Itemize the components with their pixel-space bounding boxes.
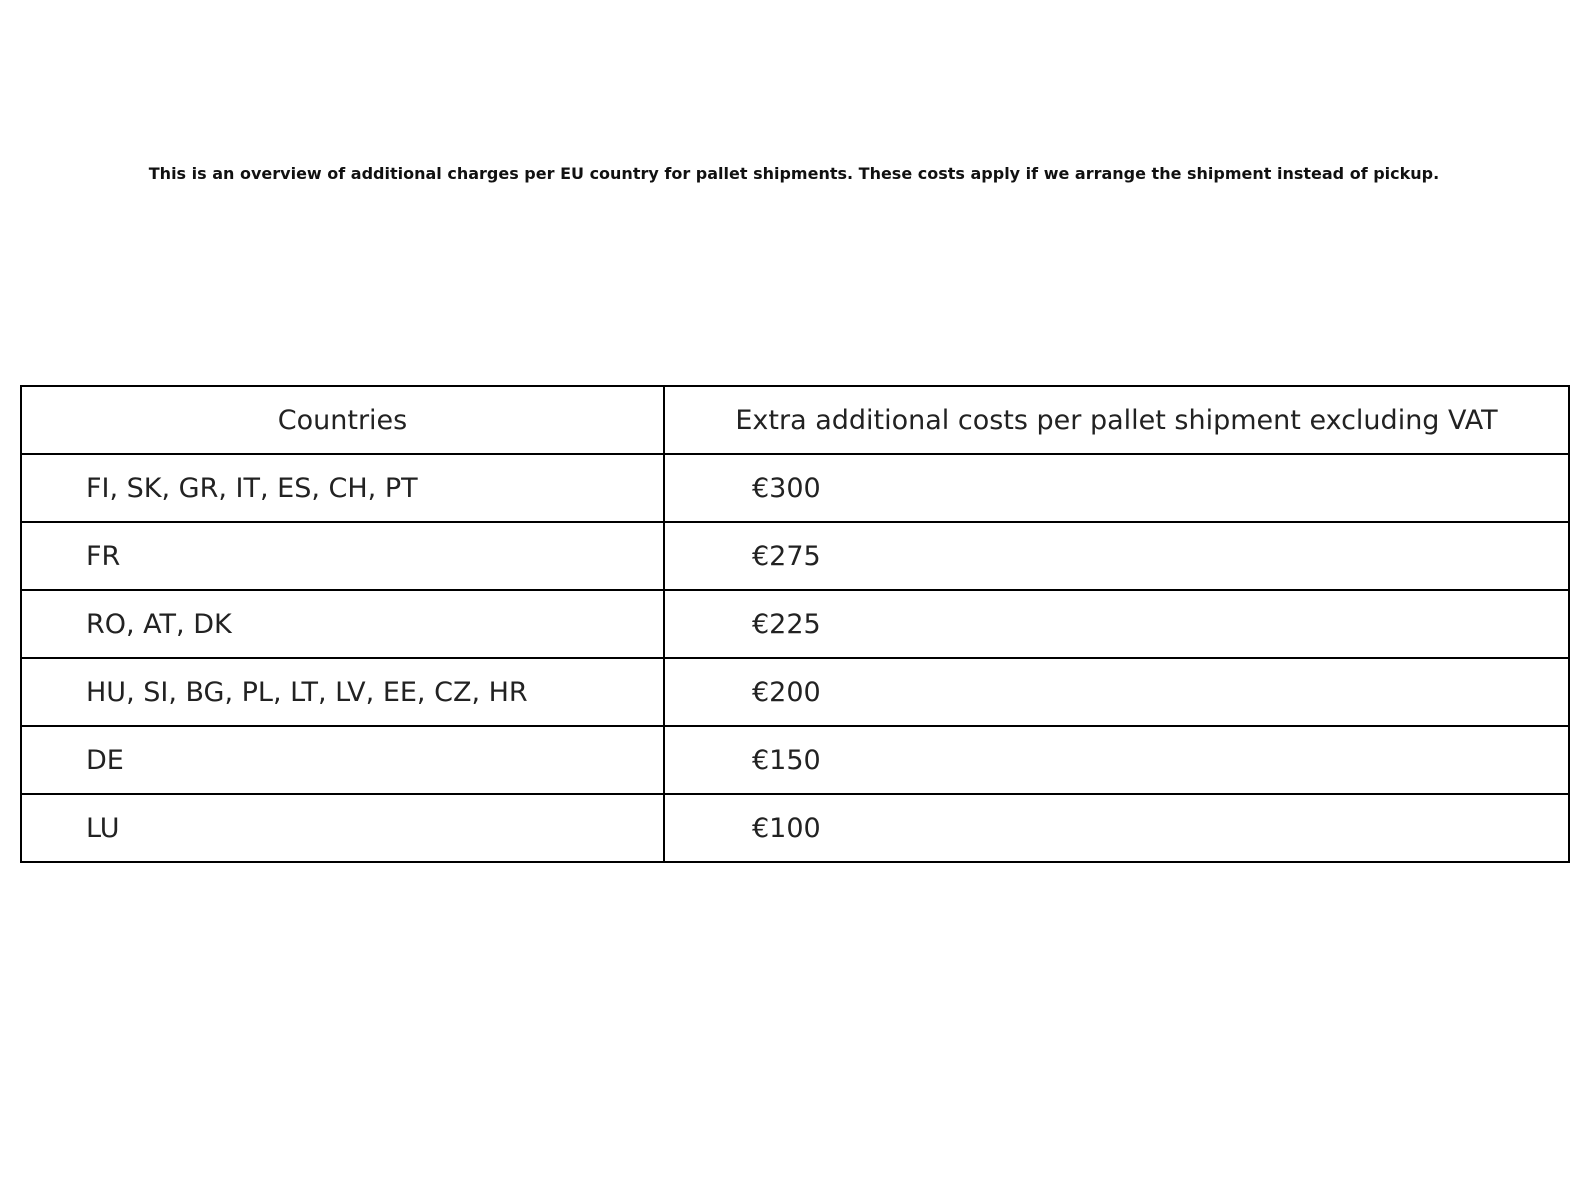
cost-cell: €100	[663, 793, 1570, 863]
table-row: FI, SK, GR, IT, ES, CH, PT €300	[20, 453, 1570, 523]
countries-cell: RO, AT, DK	[20, 589, 665, 659]
countries-cell: FI, SK, GR, IT, ES, CH, PT	[20, 453, 665, 523]
cost-cell: €150	[663, 725, 1570, 795]
intro-text: This is an overview of additional charge…	[148, 164, 1440, 183]
pallet-charges-table: Countries Extra additional costs per pal…	[20, 385, 1570, 863]
cost-cell: €200	[663, 657, 1570, 727]
countries-cell: DE	[20, 725, 665, 795]
countries-cell: FR	[20, 521, 665, 591]
table-header-row: Countries Extra additional costs per pal…	[20, 385, 1570, 455]
countries-cell: LU	[20, 793, 665, 863]
table-row: LU €100	[20, 793, 1570, 863]
cost-cell: €300	[663, 453, 1570, 523]
cost-cell: €275	[663, 521, 1570, 591]
table-row: DE €150	[20, 725, 1570, 795]
header-extra-costs: Extra additional costs per pallet shipme…	[663, 385, 1570, 455]
cost-cell: €225	[663, 589, 1570, 659]
header-countries: Countries	[20, 385, 665, 455]
table-row: FR €275	[20, 521, 1570, 591]
table-row: RO, AT, DK €225	[20, 589, 1570, 659]
countries-cell: HU, SI, BG, PL, LT, LV, EE, CZ, HR	[20, 657, 665, 727]
table-row: HU, SI, BG, PL, LT, LV, EE, CZ, HR €200	[20, 657, 1570, 727]
